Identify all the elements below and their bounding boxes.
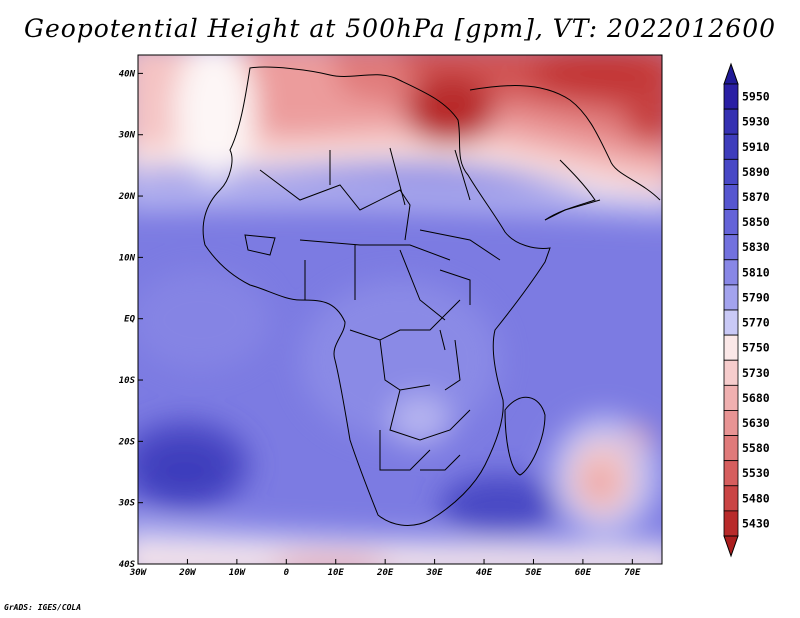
colorbar-swatch (723, 234, 739, 261)
colorbar-label: 5750 (742, 341, 770, 355)
colorbar-label: 5680 (742, 391, 770, 405)
colorbar-swatch (723, 435, 739, 462)
x-tick-label: 10E (328, 568, 345, 578)
colorbar-label: 5830 (742, 240, 770, 254)
colorbar-label: 5770 (742, 316, 770, 330)
colorbar-top-arrow (723, 62, 739, 85)
x-tick-label: 20W (178, 568, 197, 578)
colorbar-label: 5930 (742, 115, 770, 129)
colorbar-label: 5950 (742, 90, 770, 104)
colorbar-label: 5870 (742, 190, 770, 204)
colorbar-swatch (723, 209, 739, 236)
x-tick-label: 0 (284, 568, 290, 578)
colorbar-swatch (723, 334, 739, 361)
map-title: Geopotential Height at 500hPa [gpm], VT:… (23, 14, 777, 43)
x-tick-label: 40E (476, 568, 493, 578)
y-tick-label: 10N (119, 253, 136, 263)
y-tick-label: 30S (118, 499, 136, 509)
x-tick-label: 70E (624, 568, 641, 578)
colorbar-label: 5910 (742, 140, 770, 154)
x-axis: 30W 20W 10W 0 10E 20E 30E 40E 50E 60E 70E (129, 559, 641, 578)
colorbar-swatch (723, 259, 739, 286)
colorbar-swatch (723, 133, 739, 160)
colorbar-swatch (723, 410, 739, 436)
colorbar-label: 5580 (742, 441, 770, 455)
colorbar-label: 5850 (742, 215, 770, 229)
plot-frame (137, 54, 663, 565)
y-tick-label: 40N (119, 69, 136, 79)
colorbar-swatch (723, 284, 739, 311)
colorbar-label: 5730 (742, 366, 770, 380)
colorbar-label: 5810 (742, 265, 770, 279)
colorbar-label: 5630 (742, 416, 770, 430)
colorbar-label: 5530 (742, 466, 770, 480)
colorbar-bottom-arrow (723, 535, 739, 558)
x-tick-label: 30E (425, 568, 443, 578)
x-tick-label: 30W (129, 568, 148, 578)
colorbar-swatch (723, 158, 739, 185)
colorbar-swatch (723, 460, 739, 487)
y-tick-label: 20S (118, 437, 136, 447)
x-tick-label: 60E (575, 568, 592, 578)
colorbar-swatch (723, 384, 739, 411)
height-field (138, 55, 662, 564)
colorbar-label: 5890 (742, 165, 770, 179)
colorbar-label: 5430 (742, 516, 770, 530)
colorbar: 5950 5930 5910 5890 5870 5850 5830 5810 5790 5770… (723, 62, 770, 558)
colorbar-swatch (723, 309, 739, 336)
y-tick-label: 30N (118, 131, 136, 141)
colorbar-swatch (723, 485, 739, 512)
colorbar-swatch (723, 83, 739, 110)
y-axis: 40N 30N 20N 10N EQ 10S 20S 30S 40S (118, 69, 143, 570)
x-tick-label: 20E (376, 568, 394, 578)
colorbar-swatch (723, 184, 739, 210)
coastlines (202, 66, 661, 526)
x-tick-label: 10W (229, 568, 247, 578)
grads-credit: GrADS: IGES/COLA (4, 603, 82, 612)
colorbar-swatch (723, 359, 739, 386)
colorbar-swatch (723, 108, 739, 135)
x-tick-label: 50E (525, 568, 542, 578)
colorbar-swatch (723, 510, 739, 537)
y-tick-label: 10S (119, 376, 136, 386)
y-tick-label: 20N (118, 192, 136, 202)
y-tick-label: EQ (124, 315, 135, 325)
colorbar-label: 5480 (742, 491, 770, 505)
colorbar-label: 5790 (742, 290, 770, 304)
y-tick-label: 40S (119, 560, 136, 570)
